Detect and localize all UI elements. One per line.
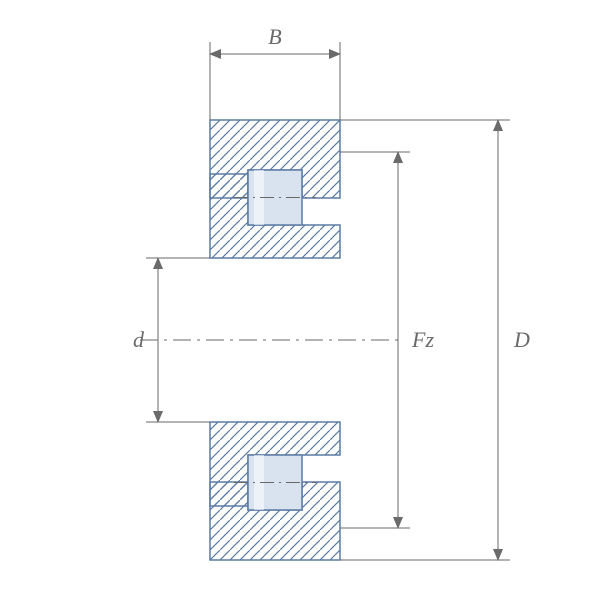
label-B: B (268, 24, 281, 49)
bearing-cross-section-diagram: B D Fz d (0, 0, 600, 600)
label-D: D (513, 327, 530, 352)
label-d: d (133, 327, 145, 352)
label-Fz: Fz (411, 327, 434, 352)
